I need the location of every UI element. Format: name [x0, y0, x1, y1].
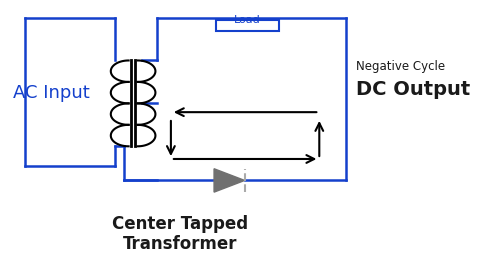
FancyBboxPatch shape	[216, 19, 278, 31]
Polygon shape	[214, 169, 244, 192]
Text: Load: Load	[233, 15, 260, 25]
Text: AC Input: AC Input	[12, 84, 89, 102]
Text: Center Tapped
Transformer: Center Tapped Transformer	[111, 215, 247, 253]
Text: Negative Cycle: Negative Cycle	[355, 60, 444, 73]
Text: DC Output: DC Output	[355, 80, 469, 99]
